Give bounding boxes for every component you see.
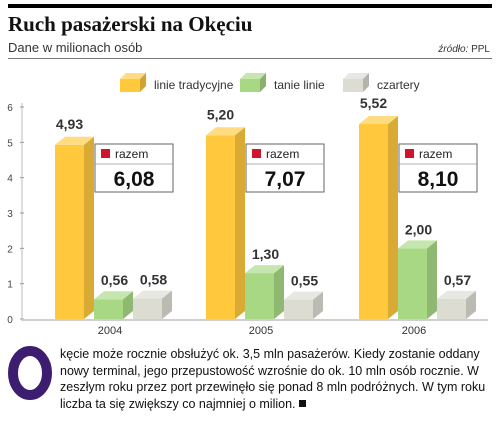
bar [245, 273, 274, 319]
data-label: 1,30 [252, 246, 279, 262]
bar [437, 298, 466, 319]
dropcap: O [8, 346, 52, 400]
x-tick-label: 2005 [249, 325, 273, 337]
legend-swatch-top [343, 73, 369, 79]
dropcap-shape [8, 346, 52, 400]
chart-area: linie tradycyjne tanie linie czartery 0 1 2 3 4… [0, 60, 500, 350]
source-credit: źródło: PPL [438, 44, 490, 55]
total-label: razem [115, 147, 148, 161]
y-tick-label: 4 [7, 174, 13, 185]
header-divider [8, 58, 492, 59]
bar [55, 144, 84, 319]
total-marker [101, 149, 110, 158]
bar [359, 123, 388, 320]
bar-top [437, 290, 476, 299]
end-of-article-mark [298, 399, 306, 407]
data-label: 5,20 [207, 106, 234, 122]
bar-top [284, 291, 323, 300]
legend-swatch [343, 79, 363, 92]
bar-side [427, 240, 437, 319]
legend-label: linie tradycyjne [154, 78, 234, 92]
legend-swatch-top [120, 73, 146, 79]
legend-label: tanie linie [274, 78, 325, 92]
total-value: 6,08 [114, 168, 155, 191]
bar-side [313, 291, 323, 319]
y-tick-label: 5 [7, 138, 13, 149]
bar [284, 299, 313, 319]
data-label: 2,00 [405, 221, 432, 237]
total-marker [252, 149, 261, 158]
bar-side [162, 290, 172, 319]
total-label: razem [419, 147, 452, 161]
chart-title: Ruch pasażerski na Okęciu [8, 12, 253, 36]
y-tick-label: 6 [7, 103, 13, 114]
article-text: O kęcie może rocznie obsłużyć ok. 3,5 ml… [8, 346, 492, 412]
source-value: PPL [471, 44, 490, 55]
y-tick-label: 1 [7, 280, 13, 291]
chart-subtitle: Dane w milionach osób [8, 40, 143, 55]
top-rule [8, 4, 492, 8]
bar [133, 298, 162, 319]
dropcap-letter: O [30, 375, 31, 377]
y-tick-label: 0 [7, 315, 13, 326]
bar-chart: linie tradycyjne tanie linie czartery 0 1 2 3 4… [7, 73, 488, 337]
total-value: 7,07 [265, 168, 306, 191]
bar [398, 248, 427, 319]
data-label: 0,55 [291, 273, 318, 289]
article-body: kęcie może rocznie obsłużyć ok. 3,5 mln … [60, 347, 486, 411]
data-label: 0,57 [444, 272, 471, 288]
y-tick-label: 2 [7, 244, 13, 255]
legend-swatch-top [240, 73, 266, 79]
bar [94, 299, 123, 319]
x-tick-label: 2006 [402, 325, 426, 337]
data-label: 0,56 [101, 272, 128, 288]
bar-side [466, 290, 476, 319]
legend-swatch [240, 79, 260, 92]
bar-top [133, 290, 172, 299]
bar-top [206, 127, 245, 136]
bar-top [398, 240, 437, 249]
source-label: źródło: [438, 44, 469, 55]
bar-side [274, 265, 284, 319]
bar-top [245, 265, 284, 274]
legend-swatch-side [140, 73, 146, 92]
total-label: razem [266, 147, 299, 161]
bar [206, 135, 235, 319]
bar-side [84, 136, 94, 319]
data-label: 0,58 [140, 272, 167, 288]
data-label: 5,52 [360, 95, 387, 111]
bar-side [123, 291, 133, 319]
bar-side [388, 115, 398, 320]
data-label: 4,93 [56, 116, 83, 132]
legend-label: czartery [377, 78, 420, 92]
y-tick-label: 3 [7, 209, 13, 220]
bar-top [359, 115, 398, 124]
legend-swatch [120, 79, 140, 92]
total-value: 8,10 [418, 168, 459, 191]
bar-side [235, 127, 245, 320]
dropcap-glyph: O [8, 346, 52, 400]
bar-top [55, 136, 94, 145]
legend-swatch-side [363, 73, 369, 92]
total-marker [405, 149, 414, 158]
x-tick-label: 2004 [98, 325, 122, 337]
bar-top [94, 291, 133, 300]
legend-swatch-side [260, 73, 266, 92]
